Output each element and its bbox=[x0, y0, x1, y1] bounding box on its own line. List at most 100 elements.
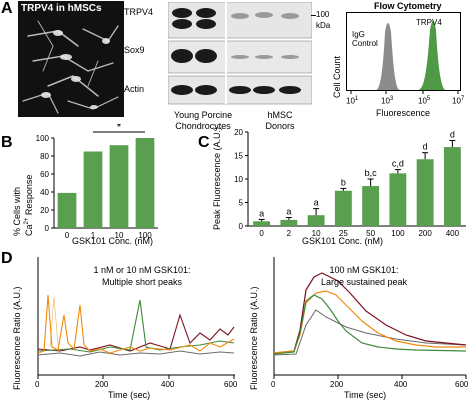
d-right-xtick-200: 200 bbox=[330, 380, 344, 389]
chart-c-bar bbox=[280, 219, 298, 226]
group-porcine-line2: Chondrocytes bbox=[175, 121, 231, 131]
chart-b: 0 20 40 60 80 100 0 1 10 100 * bbox=[36, 124, 158, 240]
marker-unit: kDa bbox=[316, 21, 331, 30]
blot-label-trpv4: TRPV4 bbox=[124, 7, 154, 17]
panel-b-xlabel: GSK101 Conc. (nM) bbox=[72, 236, 154, 246]
panel-c-label: C bbox=[198, 134, 210, 151]
western-blot bbox=[168, 2, 312, 105]
chart-c-xtick-label: 50 bbox=[366, 229, 375, 238]
d-left-xtick-200: 200 bbox=[95, 380, 109, 389]
chart-b-xtick-label: 0 bbox=[65, 231, 70, 240]
marker-value: 100 bbox=[316, 10, 330, 19]
chart-c-bar bbox=[362, 186, 380, 226]
panel-d-left-title-line1: 1 nM or 10 nM GSK101: bbox=[93, 265, 191, 275]
chart-b-ytick-label: 20 bbox=[40, 206, 49, 215]
flow-igg-line1: IgG bbox=[352, 30, 365, 39]
chart-c-ytick-label: 10 bbox=[234, 175, 243, 184]
trace-plot-left bbox=[37, 257, 235, 379]
chart-c-annotation: c,d bbox=[392, 159, 404, 169]
flow-ylabel: Cell Count bbox=[332, 55, 342, 98]
group-label-hmsc: hMSC Donors bbox=[248, 110, 312, 132]
chart-b-bar bbox=[57, 192, 77, 228]
blot-strip-trpv4 bbox=[168, 2, 312, 39]
panel-d-label: D bbox=[1, 250, 13, 267]
trace-plot-right bbox=[273, 257, 467, 379]
panel-d-left-title: 1 nM or 10 nM GSK101: Multiple short pea… bbox=[72, 264, 212, 288]
flow-xlabel: Fluorescence bbox=[376, 108, 431, 118]
chart-b-bar bbox=[109, 145, 129, 228]
panel-d-right-title-line2: Large sustained peak bbox=[320, 277, 408, 287]
flow-trpv4-curve bbox=[418, 21, 446, 90]
panel-c-xlabel: GSK101 Conc. (nM) bbox=[302, 236, 384, 246]
chart-c-annotation: a bbox=[314, 198, 319, 208]
group-hmsc-line1: hMSC bbox=[267, 110, 293, 120]
panel-d-right-ylabel: Fluorescence Ratio (A.U.) bbox=[249, 286, 259, 390]
chart-c-annotation: a bbox=[259, 208, 264, 218]
panel-b-ylabel-line1: % Cells with bbox=[12, 186, 22, 236]
chart-c-annotation: d bbox=[423, 142, 428, 152]
chart-c-bar bbox=[334, 190, 352, 226]
micrograph-image: TRPV4 in hMSCs bbox=[18, 1, 124, 117]
d-right-xtick-600: 600 bbox=[455, 380, 469, 389]
chart-c-ytick-label: 0 bbox=[239, 222, 244, 231]
trace-left-gray bbox=[37, 350, 235, 357]
chart-b-xtick-label: 1 bbox=[91, 231, 96, 240]
flow-igg-line2: Control bbox=[352, 39, 378, 48]
flow-tick-1: 101 bbox=[346, 96, 359, 106]
chart-b-xtick-label: 100 bbox=[138, 231, 152, 240]
flow-trpv4-label: TRPV4 bbox=[416, 18, 442, 27]
chart-b-bar bbox=[135, 138, 155, 228]
chart-c-annotation: b,c bbox=[365, 168, 378, 178]
panel-b-label: B bbox=[1, 134, 13, 151]
trace-right-maroon bbox=[273, 272, 467, 354]
chart-c-bar bbox=[416, 159, 434, 226]
chart-c-ytick-label: 20 bbox=[234, 128, 243, 137]
d-left-xtick-600: 600 bbox=[224, 380, 238, 389]
chart-c-xtick-label: 25 bbox=[339, 229, 348, 238]
chart-b-ytick-label: 60 bbox=[40, 170, 49, 179]
chart-b-ytick-label: 100 bbox=[36, 134, 50, 143]
micrograph-cells bbox=[22, 20, 119, 114]
chart-c-bar bbox=[389, 173, 407, 226]
chart-c-annotation: d bbox=[450, 129, 455, 139]
marker-tick bbox=[311, 15, 316, 16]
trace-left-orange bbox=[37, 294, 235, 354]
flow-tick-5: 105 bbox=[418, 96, 431, 106]
flow-tick-3: 103 bbox=[381, 96, 394, 106]
chart-c-xtick-label: 0 bbox=[259, 229, 264, 238]
panel-d-right-title-line1: 100 nM GSK101: bbox=[329, 265, 399, 275]
chart-c: 0 5 10 15 20 a 0 a 2 a 10 b 25 b,c 50 c,d 100 d 200 d 400 bbox=[234, 128, 466, 238]
chart-b-xtick-label: 10 bbox=[115, 231, 124, 240]
chart-c-xtick-label: 100 bbox=[391, 229, 405, 238]
panel-d-left-ylabel: Fluorescence Ratio (A.U.) bbox=[12, 286, 22, 390]
chart-c-annotation: a bbox=[286, 207, 291, 217]
d-left-xtick-0: 0 bbox=[35, 380, 40, 389]
d-right-xlabel: Time (sec) bbox=[344, 390, 387, 400]
chart-b-ytick-label: 80 bbox=[40, 152, 49, 161]
panel-d-left-title-line2: Multiple short peaks bbox=[101, 277, 183, 287]
chart-c-ytick-label: 5 bbox=[239, 199, 244, 208]
flow-title: Flow Cytometry bbox=[374, 1, 442, 11]
d-right-xtick-400: 400 bbox=[394, 380, 408, 389]
group-porcine-line1: Young Porcine bbox=[173, 110, 233, 120]
blot-label-actin: Actin bbox=[124, 84, 145, 94]
chart-c-annotation: b bbox=[341, 177, 346, 187]
chart-b-bar bbox=[83, 151, 103, 228]
flow-plot bbox=[346, 12, 461, 94]
flow-igg-label: IgG Control bbox=[352, 30, 378, 48]
chart-c-ytick-label: 15 bbox=[234, 152, 243, 161]
group-label-porcine: Young Porcine Chondrocytes bbox=[166, 110, 240, 132]
trace-right-gray bbox=[273, 309, 467, 356]
micrograph-title: TRPV4 in hMSCs bbox=[21, 3, 102, 14]
panel-a-label: A bbox=[1, 0, 13, 17]
trace-left-orange-peak2 bbox=[49, 296, 59, 348]
panel-d-right-title: 100 nM GSK101: Large sustained peak bbox=[294, 264, 434, 288]
chart-b-ytick-label: 40 bbox=[40, 188, 49, 197]
chart-c-bar bbox=[443, 147, 461, 226]
chart-b-sig-star: * bbox=[117, 124, 122, 134]
trace-right-green bbox=[273, 294, 467, 355]
chart-c-xtick-label: 400 bbox=[446, 229, 460, 238]
chart-c-xtick-label: 2 bbox=[287, 229, 292, 238]
chart-b-ytick-label: 0 bbox=[45, 224, 50, 233]
d-left-xtick-400: 400 bbox=[161, 380, 175, 389]
